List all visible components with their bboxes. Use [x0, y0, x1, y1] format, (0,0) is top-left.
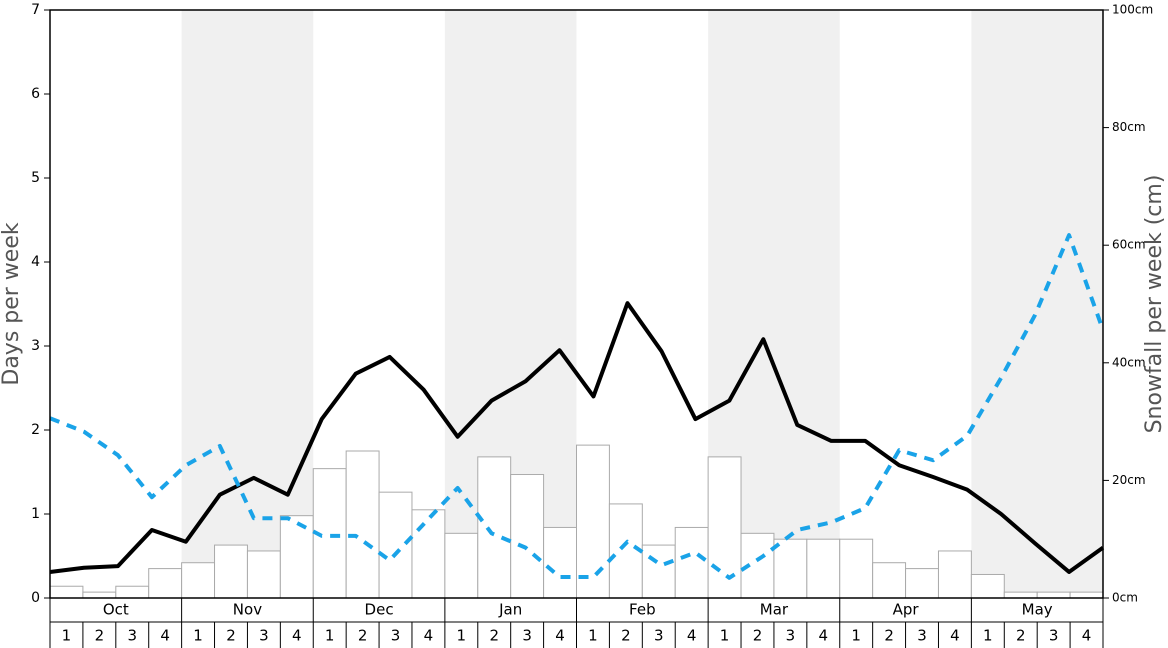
line — [49, 301, 1105, 574]
x-tick-label: 4 — [819, 627, 829, 645]
bar — [773, 538, 808, 599]
y-tick-label: 3 — [31, 338, 40, 354]
bar — [1003, 591, 1038, 599]
x-tick-label: 2 — [358, 627, 368, 645]
bar — [839, 538, 874, 599]
y2-tick-label: 0cm — [1112, 591, 1138, 605]
x-tick-label: 2 — [1016, 627, 1026, 645]
x-tick-label: 2 — [884, 627, 894, 645]
bar — [214, 544, 248, 599]
bar — [378, 491, 413, 599]
month-label: Mar — [760, 601, 789, 619]
x-tick-label: 4 — [292, 627, 302, 645]
month-label: May — [1022, 601, 1053, 619]
x-tick-label: 3 — [391, 627, 401, 645]
x-tick-label: 1 — [457, 627, 467, 645]
line — [49, 233, 1105, 580]
y-tick-label: 5 — [31, 170, 40, 186]
x-tick-label: 2 — [226, 627, 236, 645]
bar — [411, 509, 446, 599]
y2-tick-label: 20cm — [1112, 473, 1146, 487]
y-tick-label: 0 — [31, 590, 40, 606]
bar — [641, 544, 676, 599]
x-tick-label: 1 — [720, 627, 730, 645]
x-tick-label: 1 — [851, 627, 861, 645]
y2-tick-label: 80cm — [1112, 120, 1146, 134]
bar — [576, 444, 610, 599]
y2-tick-label: 60cm — [1112, 238, 1146, 252]
x-tick-label: 1 — [62, 627, 72, 645]
x-tick-label: 1 — [193, 627, 203, 645]
month-label: Nov — [233, 601, 262, 619]
x-tick-label: 2 — [621, 627, 631, 645]
y-axis-label: Days per week — [0, 222, 24, 385]
x-tick-label: 1 — [325, 627, 335, 645]
bar — [1036, 591, 1071, 599]
bar — [279, 515, 314, 599]
y-tick-label: 6 — [31, 86, 40, 102]
x-tick-label: 3 — [522, 627, 532, 645]
month-label: Apr — [893, 601, 920, 619]
bar — [444, 532, 479, 599]
bar — [246, 550, 281, 599]
x-tick-label: 4 — [1082, 627, 1092, 645]
month-shade — [181, 10, 314, 598]
y-tick-label: 7 — [31, 2, 40, 18]
x-tick-label: 3 — [917, 627, 927, 645]
y-tick-label: 4 — [31, 254, 40, 270]
x-tick-label: 1 — [983, 627, 993, 645]
bar — [937, 550, 972, 599]
bar — [970, 573, 1005, 599]
x-tick-label: 3 — [127, 627, 137, 645]
month-shade — [971, 10, 1103, 598]
bar — [148, 568, 183, 599]
x-tick-label: 3 — [259, 627, 269, 645]
bar — [543, 526, 577, 599]
month-label: Feb — [629, 601, 656, 619]
x-tick-label: 3 — [1049, 627, 1059, 645]
y2-axis-label: Snowfall per week (cm) — [1142, 175, 1167, 434]
x-tick-label: 3 — [654, 627, 664, 645]
x-tick-label: 4 — [687, 627, 697, 645]
bar — [477, 456, 512, 599]
bar — [872, 562, 907, 599]
bar — [345, 450, 380, 599]
x-tick-label: 4 — [950, 627, 960, 645]
month-label: Jan — [498, 601, 522, 619]
bar — [82, 591, 117, 599]
y2-tick-label: 100cm — [1112, 3, 1153, 17]
bar — [608, 503, 643, 599]
x-tick-label: 2 — [489, 627, 499, 645]
bar — [707, 456, 742, 599]
x-tick-label: 3 — [786, 627, 796, 645]
bar — [674, 526, 709, 599]
y2-tick-label: 40cm — [1112, 355, 1146, 369]
bar — [181, 562, 216, 599]
bar — [510, 474, 545, 599]
bar — [1069, 591, 1104, 599]
x-tick-label: 2 — [753, 627, 763, 645]
x-tick-label: 4 — [160, 627, 170, 645]
bar — [806, 538, 841, 599]
x-tick-label: 4 — [424, 627, 434, 645]
x-tick-label: 4 — [555, 627, 565, 645]
month-label: Oct — [103, 601, 129, 619]
month-label: Dec — [365, 601, 394, 619]
bar — [905, 568, 939, 599]
y-tick-label: 2 — [31, 422, 40, 438]
bar — [49, 585, 84, 599]
x-tick-label: 2 — [95, 627, 105, 645]
x-tick-label: 1 — [588, 627, 598, 645]
y-tick-label: 1 — [31, 506, 40, 522]
bar — [115, 585, 150, 599]
